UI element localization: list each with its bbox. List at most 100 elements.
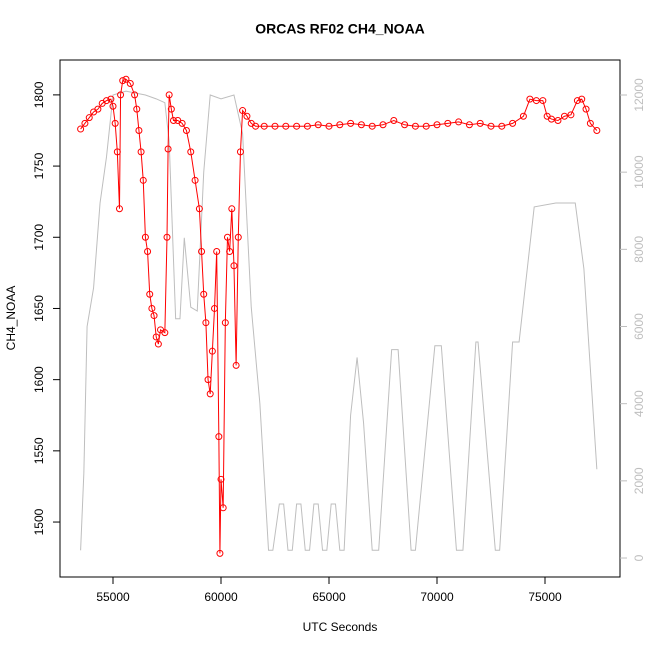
y2-tick-label: 2000 xyxy=(632,467,646,494)
data-point xyxy=(163,233,171,241)
data-point xyxy=(154,340,162,348)
data-point xyxy=(77,125,85,133)
data-point xyxy=(191,176,199,184)
data-point xyxy=(411,122,419,130)
data-point xyxy=(230,262,238,270)
data-point xyxy=(144,248,152,256)
series-line xyxy=(80,90,598,551)
data-point xyxy=(131,91,139,99)
data-point xyxy=(487,122,495,130)
data-point xyxy=(282,122,290,130)
y2-tick-label: 6000 xyxy=(632,313,646,340)
plot-box xyxy=(59,59,621,578)
data-point xyxy=(554,117,562,125)
data-point xyxy=(567,111,575,119)
data-point xyxy=(109,102,117,110)
data-point xyxy=(582,105,590,113)
data-point xyxy=(208,347,216,355)
data-point xyxy=(573,97,581,105)
series-line xyxy=(80,78,598,554)
data-point xyxy=(539,97,547,105)
data-point xyxy=(107,95,115,103)
data-point xyxy=(119,77,127,85)
data-point xyxy=(215,433,223,441)
data-point xyxy=(465,121,473,129)
data-point xyxy=(252,122,260,130)
data-point xyxy=(198,248,206,256)
data-point xyxy=(260,122,268,130)
data-point xyxy=(228,205,236,213)
data-point xyxy=(578,95,586,103)
data-point xyxy=(586,119,594,127)
y2-tick-label: 8000 xyxy=(632,236,646,263)
data-point xyxy=(476,119,484,127)
x-tick-label: 65000 xyxy=(312,590,346,604)
data-point xyxy=(455,118,463,126)
data-point xyxy=(146,290,154,298)
data-point xyxy=(444,119,452,127)
data-point xyxy=(206,390,214,398)
x-tick-label: 70000 xyxy=(420,590,454,604)
data-point xyxy=(325,122,333,130)
data-point xyxy=(117,91,125,99)
x-tick-label: 60000 xyxy=(204,590,238,604)
data-point xyxy=(498,122,506,130)
data-point xyxy=(560,112,568,120)
data-point xyxy=(137,148,145,156)
x-tick-label: 75000 xyxy=(528,590,562,604)
x-tick-label: 55000 xyxy=(96,590,130,604)
y-tick-label: 1600 xyxy=(32,366,46,393)
y2-tick-label: 12000 xyxy=(632,78,646,112)
data-point xyxy=(219,504,227,512)
data-point xyxy=(216,549,224,557)
y-tick-label: 1800 xyxy=(32,81,46,108)
data-point xyxy=(303,122,311,130)
data-point xyxy=(150,312,158,320)
data-point xyxy=(169,117,177,125)
y2-tick-label: 10000 xyxy=(632,155,646,189)
data-point xyxy=(379,121,387,129)
data-point xyxy=(187,148,195,156)
y-tick-label: 1750 xyxy=(32,152,46,179)
data-point xyxy=(200,290,208,298)
data-point xyxy=(234,233,242,241)
data-point xyxy=(113,148,121,156)
data-point xyxy=(526,95,534,103)
data-point xyxy=(167,105,175,113)
data-point xyxy=(368,122,376,130)
data-point xyxy=(593,126,601,134)
data-point xyxy=(165,91,173,99)
data-point xyxy=(236,148,244,156)
data-point xyxy=(223,233,231,241)
data-point xyxy=(122,75,130,83)
data-point xyxy=(152,333,160,341)
data-point xyxy=(336,121,344,129)
data-point xyxy=(519,112,527,120)
data-point xyxy=(94,105,102,113)
data-point xyxy=(81,119,89,127)
data-point xyxy=(178,119,186,127)
y2-tick-label: 0 xyxy=(632,554,646,561)
data-point xyxy=(111,119,119,127)
data-point xyxy=(347,119,355,127)
data-point xyxy=(85,114,93,122)
y-tick-label: 1700 xyxy=(32,224,46,251)
data-point xyxy=(271,122,279,130)
chart-title: ORCAS RF02 CH4_NOAA xyxy=(255,21,425,37)
data-point xyxy=(357,121,365,129)
data-point xyxy=(148,304,156,312)
y2-tick-label: 4000 xyxy=(632,390,646,417)
data-point xyxy=(135,126,143,134)
x-axis-label: UTC Seconds xyxy=(303,620,378,634)
data-point xyxy=(401,121,409,129)
data-point xyxy=(293,122,301,130)
data-point xyxy=(547,115,555,123)
y-tick-label: 1650 xyxy=(32,295,46,322)
y-axis-label: CH4_NOAA xyxy=(4,286,18,351)
data-point xyxy=(141,233,149,241)
y-tick-label: 1550 xyxy=(32,437,46,464)
data-point xyxy=(243,112,251,120)
data-point xyxy=(232,361,240,369)
data-point xyxy=(390,117,398,125)
data-point xyxy=(195,205,203,213)
